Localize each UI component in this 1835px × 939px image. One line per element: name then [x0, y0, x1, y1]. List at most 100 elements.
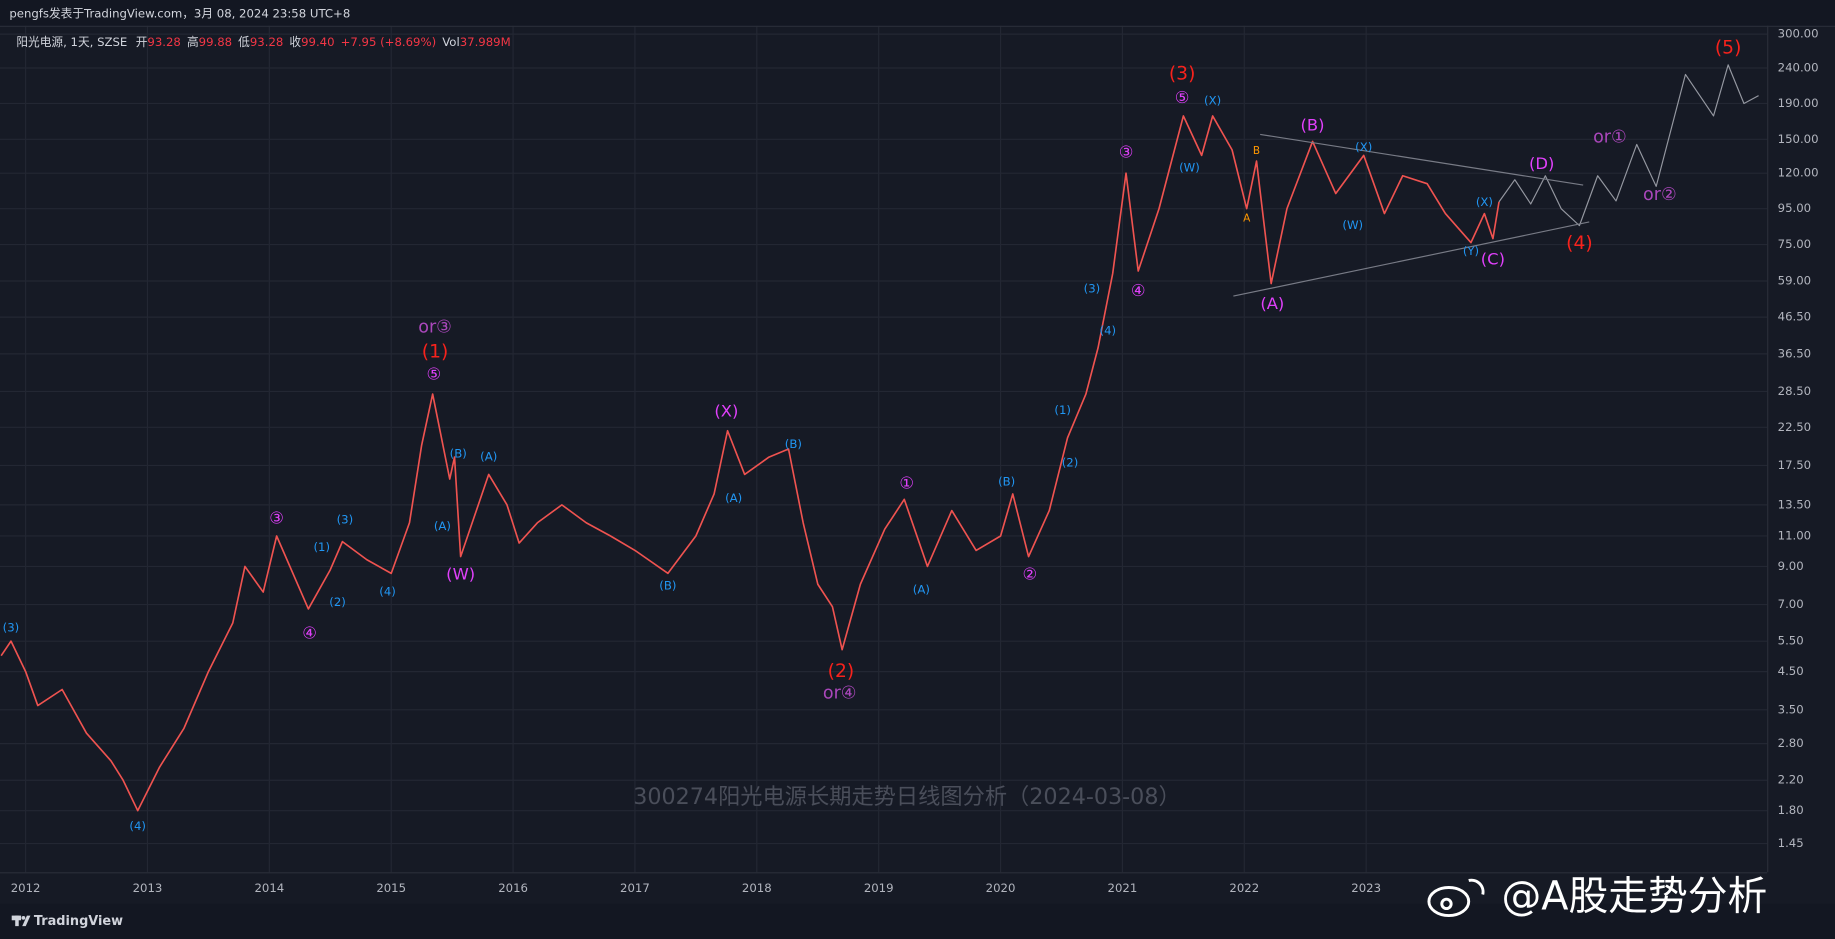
wave-label: (W): [1179, 161, 1200, 175]
open-label: 开: [136, 35, 148, 49]
wave-label: (5): [1715, 37, 1742, 58]
wave-label: ①: [899, 473, 914, 492]
wave-label: ④: [1131, 281, 1146, 300]
y-tick-label: 240.00: [1778, 60, 1819, 74]
wave-label: (2): [828, 661, 855, 682]
x-tick-label: 2022: [1229, 881, 1259, 895]
wave-label: (1): [1054, 403, 1071, 417]
watermark: 300274阳光电源长期走势日线图分析（2024-03-08）: [633, 784, 1180, 810]
wave-label: or①: [1593, 127, 1627, 147]
wave-label: (2): [329, 595, 346, 609]
y-tick-label: 3.50: [1778, 702, 1804, 716]
tv-logo: [11, 915, 31, 927]
wave-label: (3): [1169, 63, 1196, 84]
wave-label: (B): [450, 446, 467, 460]
x-tick-label: 2016: [498, 881, 528, 895]
wave-label: (X): [714, 401, 738, 420]
icon-part: [1468, 878, 1485, 895]
high-label: 高: [187, 35, 199, 49]
y-tick-label: 22.50: [1778, 420, 1811, 434]
y-tick-label: 9.00: [1778, 559, 1804, 573]
y-tick-label: 2.80: [1778, 736, 1804, 750]
y-tick-label: 4.50: [1778, 664, 1804, 678]
wave-label: A: [1243, 213, 1251, 225]
wave-label: (C): [1481, 249, 1505, 268]
brand: TradingView: [34, 914, 123, 929]
top-bar: [0, 0, 1835, 26]
y-tick-label: 36.50: [1778, 346, 1811, 360]
wave-label: (W): [446, 565, 475, 584]
y-tick-label: 13.50: [1778, 497, 1811, 511]
high-value: 99.88: [199, 35, 232, 49]
x-tick-label: 2023: [1351, 881, 1381, 895]
y-tick-label: 5.50: [1778, 634, 1804, 648]
wave-label: (B): [785, 437, 802, 451]
wave-label: ⑤: [1175, 88, 1190, 107]
y-tick-label: 75.00: [1778, 237, 1811, 251]
wave-label: (Y): [1463, 244, 1479, 258]
symbol-legend: 阳光电源, 1天, SZSE 开93.28 高99.88 低93.28 收99.…: [16, 35, 510, 49]
close-value: 99.40: [301, 35, 334, 49]
wave-label: or③: [418, 318, 452, 338]
x-tick-label: 2014: [254, 881, 284, 895]
x-tick-label: 2019: [864, 881, 894, 895]
price-line: [1233, 221, 1590, 297]
x-tick-label: 2021: [1108, 881, 1138, 895]
wave-label: (B): [998, 474, 1015, 488]
y-tick-label: 46.50: [1778, 310, 1811, 324]
wave-label: (3): [1084, 281, 1101, 295]
symbol: 阳光电源, 1天, SZSE: [16, 35, 127, 49]
wave-label: (B): [659, 579, 676, 593]
wave-label: (3): [3, 620, 20, 634]
logo-part: [15, 915, 19, 927]
wave-label: (X): [1476, 195, 1493, 209]
weibo-watermark: @A股走势分析: [1501, 874, 1767, 920]
y-tick-label: 1.80: [1778, 803, 1804, 817]
y-tick-label: 150.00: [1778, 132, 1819, 146]
wave-label: (A): [434, 519, 451, 533]
wave-label: (W): [1342, 218, 1363, 232]
icon-part: [1427, 886, 1471, 918]
x-tick-label: 2012: [11, 881, 41, 895]
wave-label: ②: [1022, 565, 1037, 584]
price-line: [1260, 133, 1584, 186]
y-tick-label: 7.00: [1778, 597, 1804, 611]
price-line: [1498, 64, 1759, 227]
close-label: 收: [289, 35, 301, 49]
open-value: 93.28: [147, 35, 180, 49]
x-tick-label: 2013: [133, 881, 163, 895]
wave-label: (2): [1062, 455, 1079, 469]
wave-label: or④: [823, 683, 857, 703]
x-tick-label: 2017: [620, 881, 650, 895]
wave-label: (3): [337, 513, 354, 527]
wave-label: ③: [1119, 143, 1134, 162]
y-tick-label: 95.00: [1778, 201, 1811, 215]
price-line: [0, 115, 1500, 812]
y-tick-label: 2.20: [1778, 773, 1804, 787]
wave-label: (A): [913, 583, 930, 597]
wave-label: ④: [302, 624, 317, 643]
y-tick-label: 1.45: [1778, 836, 1804, 850]
y-tick-label: 17.50: [1778, 458, 1811, 472]
wave-label: B: [1253, 145, 1260, 157]
logo-part: [22, 915, 31, 927]
wave-label: (A): [1260, 294, 1284, 313]
wave-label: (D): [1529, 154, 1554, 173]
x-tick-label: 2018: [742, 881, 772, 895]
y-tick-label: 59.00: [1778, 273, 1811, 287]
wave-label: (A): [480, 450, 497, 464]
low-value: 93.28: [250, 35, 283, 49]
wave-label: ⑤: [427, 364, 442, 383]
wave-label: (X): [1204, 94, 1221, 108]
wave-label: (B): [1301, 115, 1325, 134]
bottom-bar: [0, 903, 1835, 939]
wave-label: (1): [313, 540, 330, 554]
low-label: 低: [238, 35, 250, 49]
x-tick-label: 2015: [376, 881, 406, 895]
x-tick-label: 2020: [986, 881, 1016, 895]
wave-label: (4): [1100, 324, 1117, 338]
y-tick-label: 11.00: [1778, 528, 1811, 542]
